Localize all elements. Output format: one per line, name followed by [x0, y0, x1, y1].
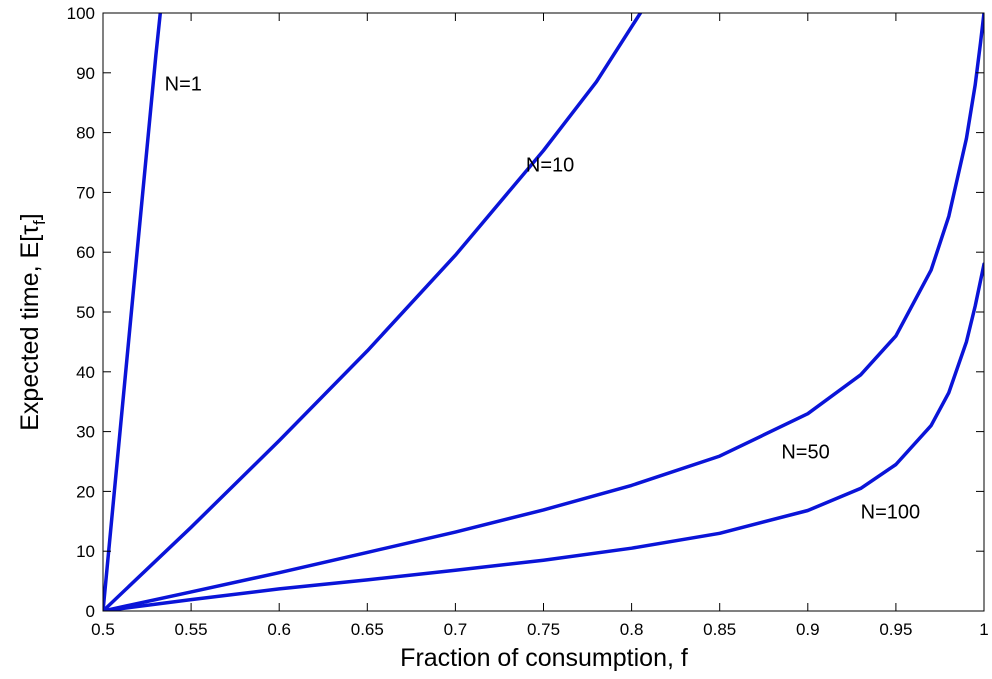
- x-tick-label: 0.8: [620, 620, 644, 639]
- y-axis-label-close: ]: [16, 213, 44, 220]
- x-tick-label: 0.85: [703, 620, 736, 639]
- x-tick-label: 0.65: [351, 620, 384, 639]
- x-tick-label: 0.95: [879, 620, 912, 639]
- y-tick-label: 80: [76, 124, 95, 143]
- series-line-n-100: [103, 262, 984, 611]
- series-line-n-50: [103, 13, 984, 611]
- y-axis-label: Expected time, E[τf]: [16, 213, 49, 431]
- y-tick-label: 100: [67, 4, 95, 23]
- series-label-n-1: N=1: [165, 74, 202, 96]
- series-group: [103, 13, 984, 611]
- series-label-n-10: N=10: [526, 154, 574, 176]
- y-tick-label: 10: [76, 542, 95, 561]
- y-tick-label: 90: [76, 64, 95, 83]
- x-tick-label: 0.6: [267, 620, 291, 639]
- y-axis-label-main: Expected time, E[τ: [16, 225, 44, 431]
- x-tick-label: 1: [979, 620, 988, 639]
- x-tick-label: 0.55: [175, 620, 208, 639]
- y-tick-label: 50: [76, 303, 95, 322]
- x-axis-label: Fraction of consumption, f: [400, 644, 688, 672]
- x-tick-label: 0.5: [91, 620, 115, 639]
- plot-area: [103, 13, 984, 611]
- y-axis-label-subscript: f: [30, 220, 49, 225]
- x-tick-label: 0.9: [796, 620, 820, 639]
- y-tick-label: 40: [76, 363, 95, 382]
- y-tick-label: 20: [76, 482, 95, 501]
- series-line-n-10: [103, 13, 643, 611]
- x-tick-label: 0.7: [444, 620, 468, 639]
- series-label-n-100: N=100: [861, 501, 921, 523]
- y-tick-label: 60: [76, 243, 95, 262]
- y-tick-label: 0: [86, 602, 95, 621]
- series-label-n-50: N=50: [781, 442, 829, 464]
- y-tick-label: 30: [76, 423, 95, 442]
- x-tick-label: 0.75: [527, 620, 560, 639]
- axes-group: N=1 N=10 N=50 N=100 0.5 0.55 0.6 0.65 0.7 0.75 0.8…: [67, 4, 989, 639]
- series-line-n-1: [103, 13, 163, 611]
- plot-background: [103, 13, 984, 611]
- y-tick-label: 70: [76, 183, 95, 202]
